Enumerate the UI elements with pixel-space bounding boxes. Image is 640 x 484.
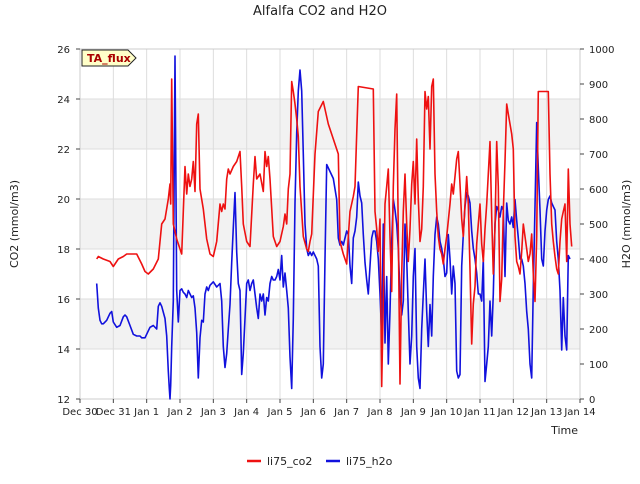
x-tick-label: Jan 12 (497, 407, 529, 418)
x-tick-label: Jan 10 (430, 407, 462, 418)
chart-title: Alfalfa CO2 and H2O (253, 4, 387, 19)
y-left-tick-label: 24 (57, 95, 70, 106)
y-left-tick-label: 22 (57, 145, 70, 156)
x-tick-label: Jan 5 (267, 407, 293, 418)
x-tick-label: Jan 2 (167, 407, 193, 418)
x-tick-label: Dec 31 (96, 407, 131, 418)
y-right-tick-label: 900 (589, 80, 608, 91)
background-band-1 (80, 199, 580, 249)
x-tick-label: Jan 13 (530, 407, 562, 418)
legend-label-li75_co2: li75_co2 (267, 455, 312, 468)
x-tick-label: Jan 7 (333, 407, 359, 418)
ta-flux-badge: TA_flux (81, 49, 137, 67)
y-right-tick-label: 100 (589, 360, 608, 371)
y-left-tick-label: 20 (57, 195, 70, 206)
y-axis-right: 0 100 200 300 400 500 600 700 800 900 1000 (580, 45, 614, 406)
y-right-tick-label: 800 (589, 115, 608, 126)
x-tick-label: Dec 30 (62, 407, 97, 418)
y-axis-left: 12 14 16 18 20 22 24 26 (57, 45, 80, 406)
y-right-tick-label: 0 (589, 395, 595, 406)
y-axis-right-label: H2O (mmol/m3) (620, 180, 633, 269)
y-left-tick-label: 16 (57, 295, 70, 306)
y-right-tick-label: 700 (589, 150, 608, 161)
y-left-tick-label: 26 (57, 45, 70, 56)
series-line-li75_co2 (96, 78, 573, 388)
x-axis-label: Time (550, 424, 578, 437)
y-right-tick-label: 300 (589, 290, 608, 301)
x-tick-label: Jan 8 (367, 407, 393, 418)
y-right-tick-label: 400 (589, 255, 608, 266)
x-tick-label: Jan 6 (300, 407, 326, 418)
series-layer (95, 55, 573, 400)
x-tick-label: Jan 4 (233, 407, 259, 418)
y-right-tick-label: 200 (589, 325, 608, 336)
background-band-0 (80, 299, 580, 349)
y-left-tick-label: 12 (57, 395, 70, 406)
background-band-2 (80, 99, 580, 149)
y-right-tick-label: 600 (589, 185, 608, 196)
legend: li75_co2 li75_h2o (247, 455, 393, 468)
x-tick-label: Jan 1 (133, 407, 159, 418)
y-left-tick-label: 14 (57, 345, 70, 356)
y-right-tick-label: 500 (589, 220, 608, 231)
x-tick-label: Jan 11 (463, 407, 495, 418)
x-tick-label: Jan 3 (200, 407, 226, 418)
x-tick-label: Jan 14 (563, 407, 595, 418)
x-tick-label: Jan 9 (400, 407, 426, 418)
series-line-li75_h2o (95, 55, 571, 400)
y-right-tick-label: 1000 (589, 45, 614, 56)
y-left-tick-label: 18 (57, 245, 70, 256)
badge-label: TA_flux (87, 52, 131, 65)
y-axis-left-label: CO2 (mmol/m3) (8, 180, 21, 268)
legend-label-li75_h2o: li75_h2o (346, 455, 393, 468)
